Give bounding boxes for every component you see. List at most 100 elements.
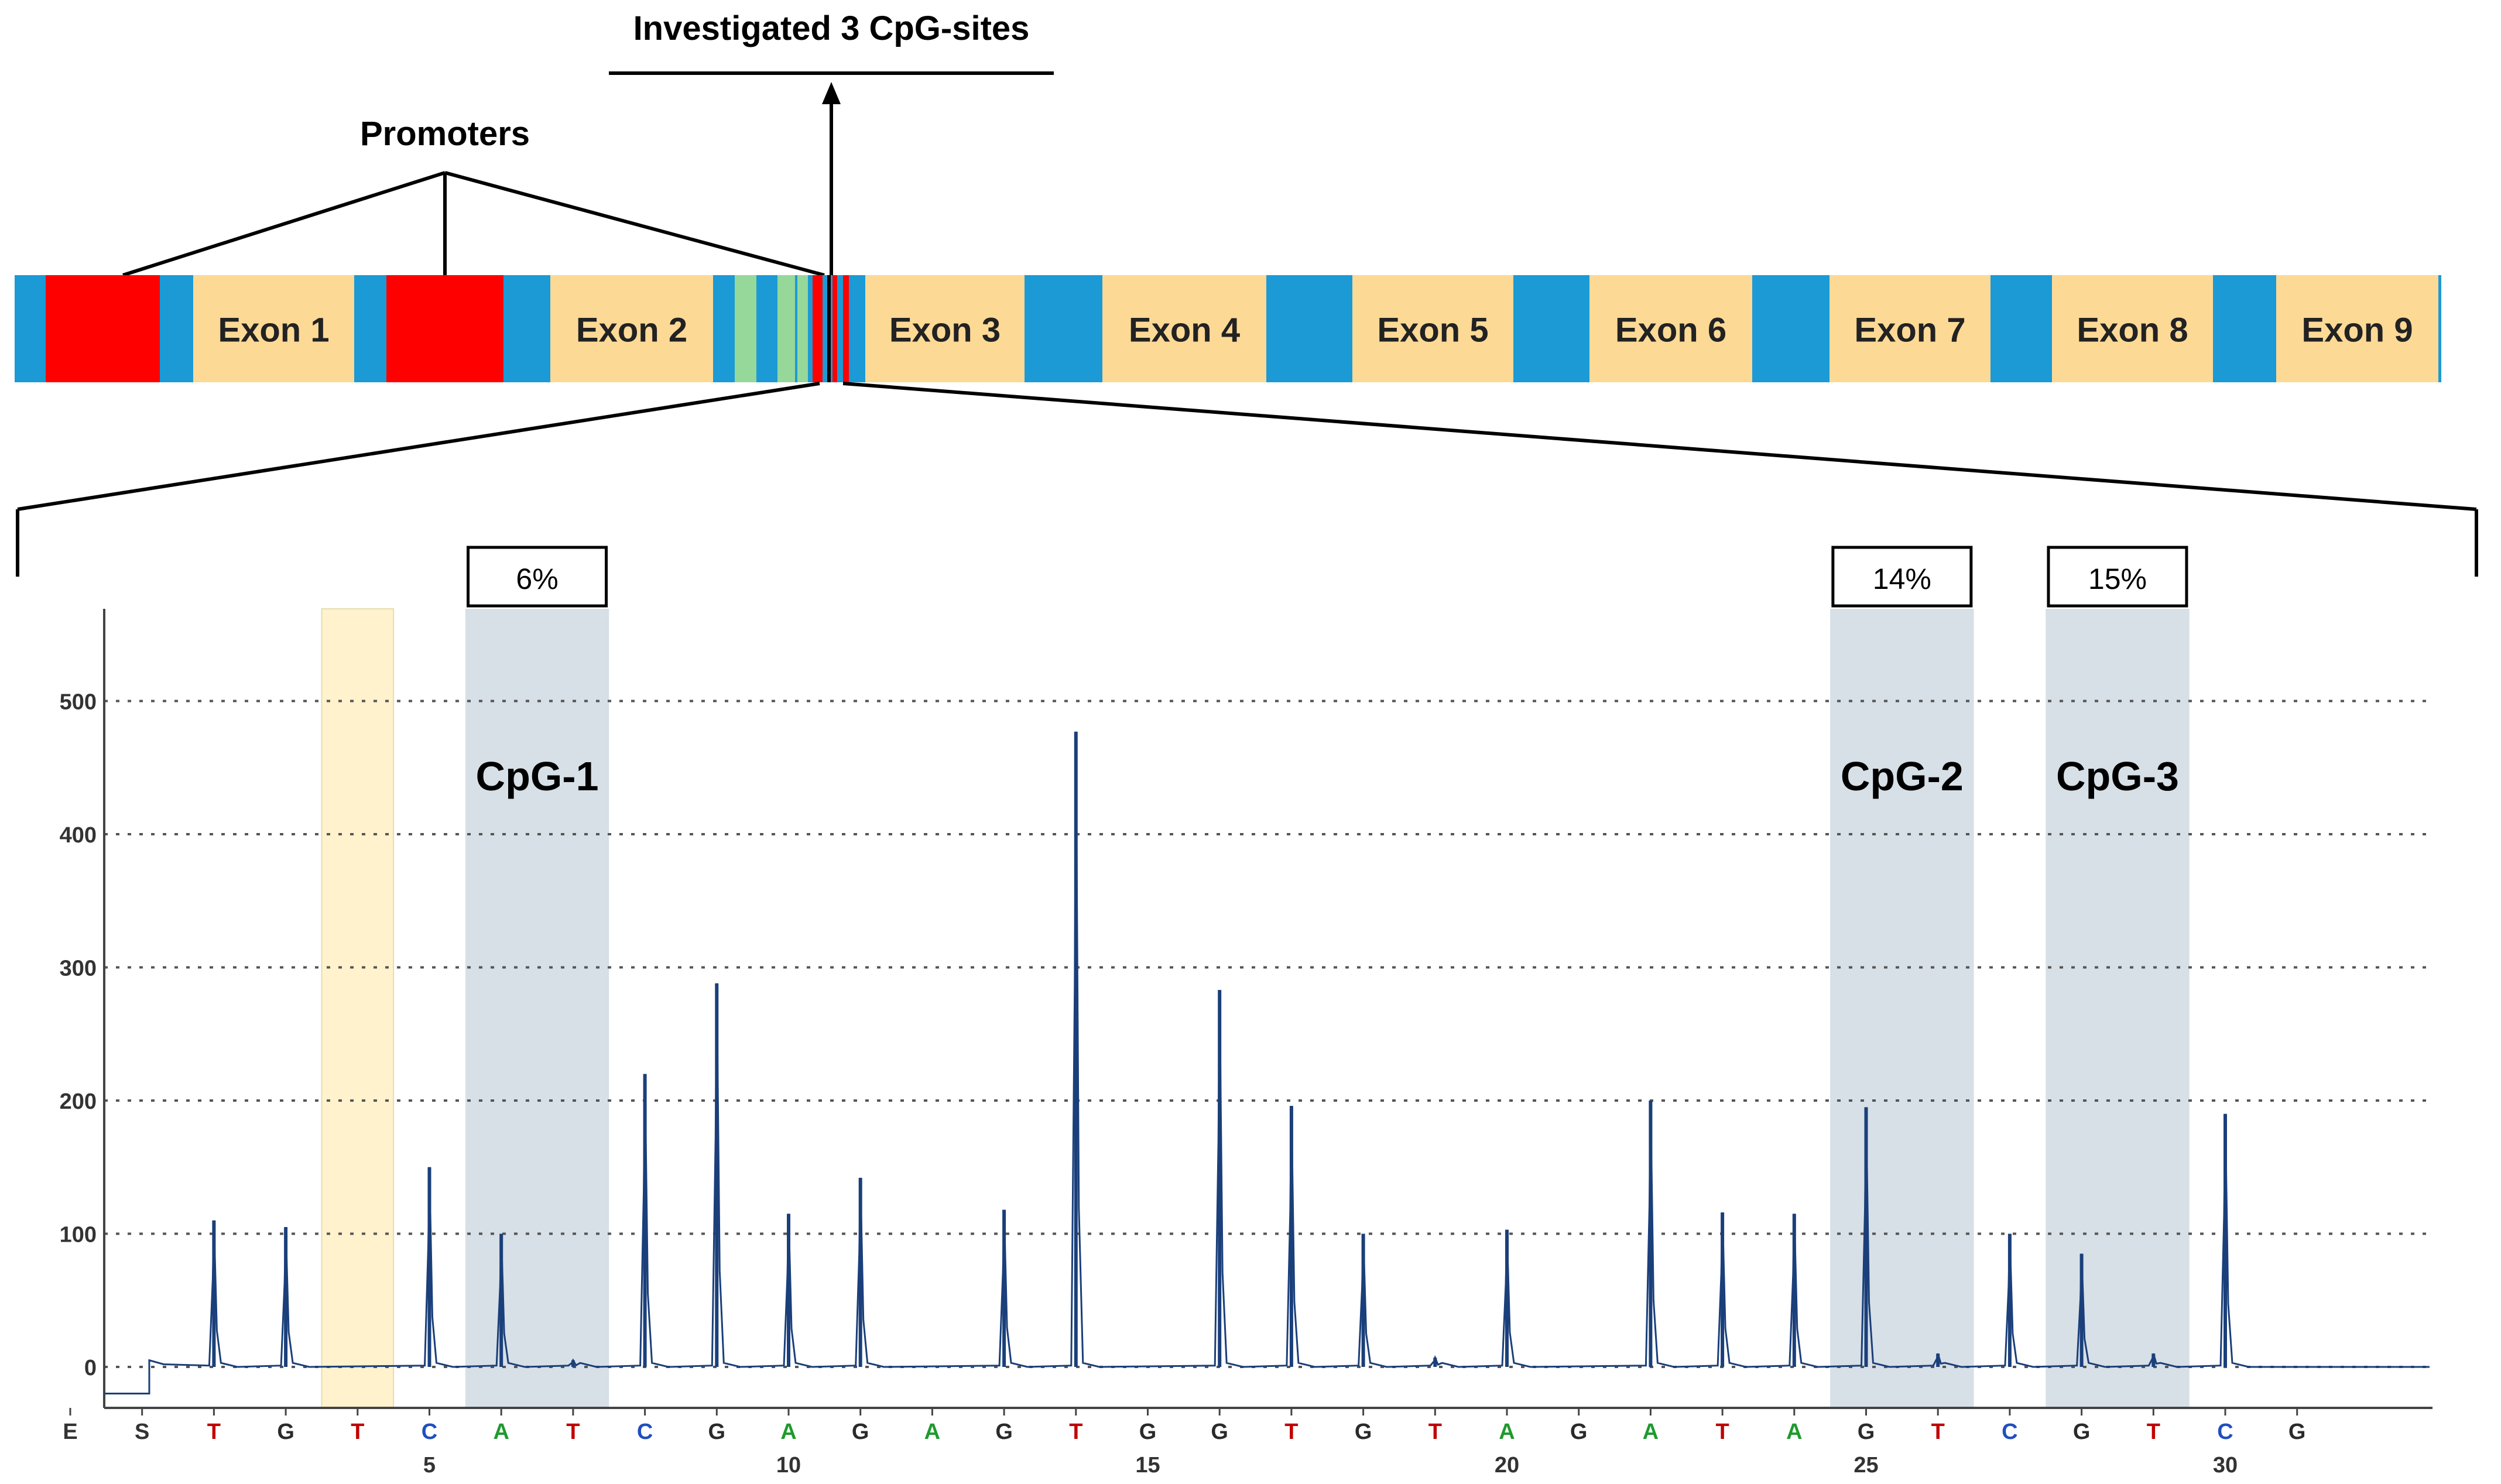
x-tick-5: 5 xyxy=(423,1453,436,1478)
exon-block-5 xyxy=(1352,275,1513,382)
dispensation-1: S xyxy=(135,1420,149,1444)
exon-block-8 xyxy=(2052,275,2213,382)
cpg-marker xyxy=(827,275,831,382)
gene-bar: Exon 1 Exon 2 Exon 3 Exon 4 Exon 5 Exon 6 Exon… xyxy=(15,275,2441,382)
exon-label-4: Exon 4 xyxy=(1129,311,1240,349)
cpg-shade-1 xyxy=(465,609,609,1408)
dispensation-23: T xyxy=(1715,1420,1729,1444)
dispensation-13: G xyxy=(995,1420,1013,1444)
exon-block-1 xyxy=(193,275,354,382)
exon-label-7: Exon 7 xyxy=(1854,311,1965,349)
promoters-label: Promoters xyxy=(360,115,530,153)
exon-block-9 xyxy=(2276,275,2438,382)
dispensation-21: G xyxy=(1570,1420,1588,1444)
dispensation-0: E xyxy=(63,1420,77,1444)
dispensation-18: G xyxy=(1355,1420,1372,1444)
promoter-block xyxy=(832,275,837,382)
dispensation-28: G xyxy=(2073,1420,2091,1444)
c-control-shade xyxy=(321,608,395,1408)
green-block xyxy=(797,275,808,382)
cpg-sites-title: Investigated 3 CpG-sites xyxy=(633,9,1030,47)
green-block xyxy=(777,275,795,382)
y-tick-300: 300 xyxy=(60,957,97,981)
exon-label-1: Exon 1 xyxy=(218,311,329,349)
peaks xyxy=(212,731,2227,1367)
cpg-label-2: CpG-2 xyxy=(1841,753,1964,799)
exon-label-3: Exon 3 xyxy=(889,311,1001,349)
dispensation-6: A xyxy=(493,1420,509,1444)
promoter-block xyxy=(843,275,849,382)
methylation-value-2: 14% xyxy=(1873,563,1931,595)
dispensation-15: G xyxy=(1139,1420,1157,1444)
zoom-line-right xyxy=(842,382,2477,511)
promoter-line-1 xyxy=(122,171,446,277)
cpg-label-3: CpG-3 xyxy=(2056,753,2179,799)
dispensation-30: C xyxy=(2217,1420,2233,1444)
dispensation-4: T xyxy=(351,1420,364,1444)
dispensation-5: C xyxy=(422,1420,437,1444)
promoter-line-3 xyxy=(444,171,825,277)
dispensation-9: G xyxy=(708,1420,726,1444)
methylation-box-3 xyxy=(2047,546,2188,608)
exon-block-2 xyxy=(550,275,713,382)
dispensation-2: T xyxy=(207,1420,221,1444)
x-tick-20: 20 xyxy=(1495,1453,1519,1478)
promoter-block xyxy=(813,275,823,382)
exon-label-5: Exon 5 xyxy=(1377,311,1488,349)
y-tick-400: 400 xyxy=(60,823,97,848)
dispensation-26: T xyxy=(1931,1420,1945,1444)
dispensation-31: G xyxy=(2288,1420,2306,1444)
exon-block-7 xyxy=(1830,275,1990,382)
dispensation-3: G xyxy=(277,1420,294,1444)
cpg-shade-3 xyxy=(2046,609,2190,1408)
dispensation-17: T xyxy=(1284,1420,1298,1444)
cpg-annotations: 6% CpG-1 14% CpG-2 15% CpG-3 xyxy=(467,546,2188,799)
dispensation-10: A xyxy=(780,1420,796,1444)
cpg-shade-2 xyxy=(1830,609,1974,1408)
zoom-line-left xyxy=(17,382,820,511)
exon-block-6 xyxy=(1589,275,1752,382)
methylation-box-2 xyxy=(1831,546,1973,608)
methylation-value-3: 15% xyxy=(2088,563,2147,595)
dispensation-16: G xyxy=(1211,1420,1228,1444)
exon-label-9: Exon 9 xyxy=(2301,311,2413,349)
dispensation-7: T xyxy=(566,1420,580,1444)
promoter-block xyxy=(46,275,160,382)
exon-label-6: Exon 6 xyxy=(1615,311,1726,349)
promoter-block xyxy=(386,275,503,382)
green-block xyxy=(735,275,756,382)
grid-lines xyxy=(104,700,2433,1368)
methylation-value-1: 6% xyxy=(516,563,558,595)
x-tick-25: 25 xyxy=(1854,1453,1878,1478)
dispensation-14: T xyxy=(1069,1420,1082,1444)
exon-label-8: Exon 8 xyxy=(2077,311,2188,349)
dispensation-12: A xyxy=(924,1420,940,1444)
cpg-arrow-head xyxy=(822,82,841,104)
cpg-label-1: CpG-1 xyxy=(476,753,599,799)
y-tick-500: 500 xyxy=(60,690,97,715)
dispensation-25: G xyxy=(1858,1420,1875,1444)
y-tick-100: 100 xyxy=(60,1223,97,1247)
dispensation-19: T xyxy=(1428,1420,1442,1444)
dispensation-22: A xyxy=(1643,1420,1659,1444)
y-tick-labels: 0 100 200 300 400 500 xyxy=(60,690,97,1381)
methylation-box-1 xyxy=(467,546,608,608)
gene-map: Investigated 3 CpG-sites Promoters Exon … xyxy=(15,9,2478,577)
dispensation-20: A xyxy=(1499,1420,1515,1444)
shaded-regions xyxy=(321,608,2190,1408)
dispensation-29: T xyxy=(2147,1420,2160,1444)
exon-block-3 xyxy=(865,275,1025,382)
dispensation-27: C xyxy=(2002,1420,2017,1444)
dispensation-11: G xyxy=(852,1420,869,1444)
x-tick-10: 10 xyxy=(776,1453,801,1478)
x-tick-15: 15 xyxy=(1135,1453,1160,1478)
exon-label-2: Exon 2 xyxy=(576,311,687,349)
y-tick-0: 0 xyxy=(84,1356,97,1380)
y-tick-200: 200 xyxy=(60,1089,97,1114)
x-tick-30: 30 xyxy=(2213,1453,2238,1478)
dispensation-24: A xyxy=(1786,1420,1802,1444)
pyrogram-chart: 0 100 200 300 400 500 E S T G T C A T C G A G A G T G G T G T A G A… xyxy=(60,546,2433,1478)
x-tick-labels: 5 10 15 20 25 30 xyxy=(423,1453,2238,1478)
